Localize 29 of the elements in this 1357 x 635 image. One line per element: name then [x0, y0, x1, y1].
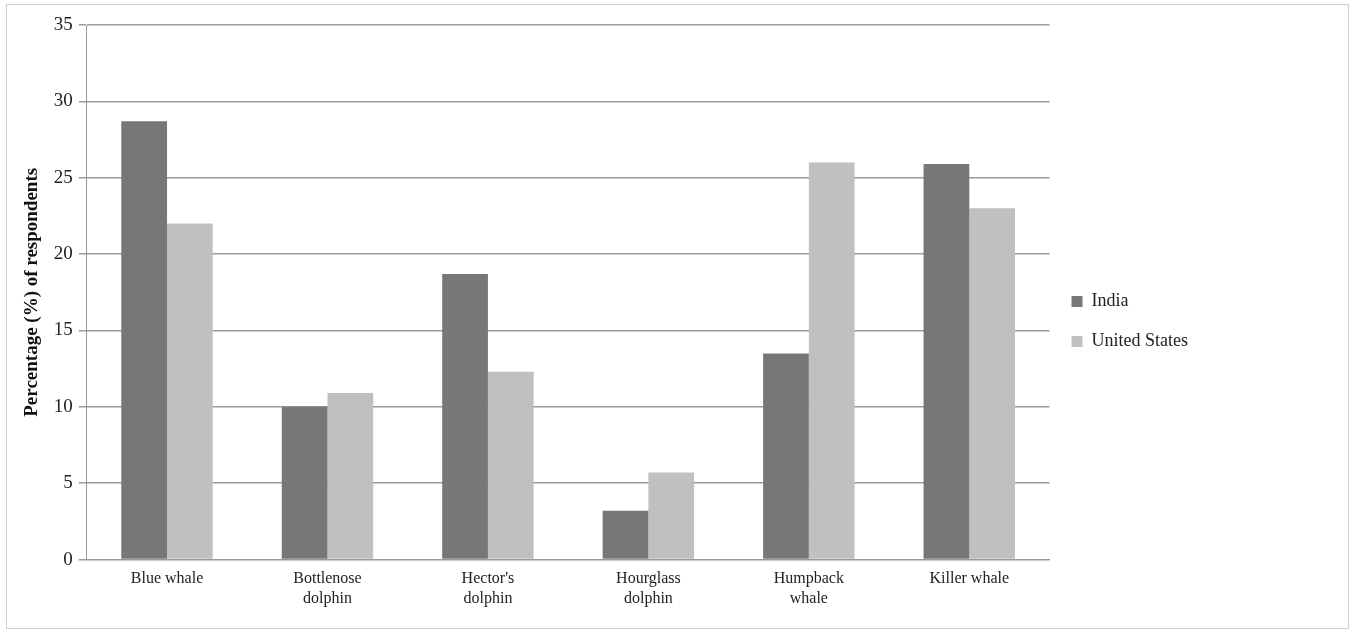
y-tick-label: 20	[53, 242, 73, 264]
legend-label: United States	[1091, 330, 1189, 351]
y-tick-label: 10	[53, 394, 73, 416]
bar	[167, 223, 213, 559]
x-tick-label: Humpback whale	[773, 569, 844, 606]
bar	[327, 393, 374, 559]
y-tick-label: 35	[53, 12, 73, 34]
bar	[763, 353, 809, 559]
y-axis-title: Percentage (%) of respondents	[20, 167, 43, 417]
bar	[442, 273, 488, 559]
bar	[923, 164, 970, 559]
x-tick-label: Hourglass dolphin	[616, 569, 681, 607]
y-tick-label: 5	[63, 471, 73, 493]
bar	[281, 406, 328, 559]
legend-label: India	[1091, 290, 1129, 311]
x-tick-label: Blue whale	[130, 569, 204, 587]
bar	[969, 208, 1016, 559]
x-tick-label: Hector's dolphin	[461, 569, 515, 607]
y-tick-label: 25	[53, 165, 73, 187]
y-tick-label: 30	[53, 89, 73, 111]
bar	[121, 121, 168, 559]
bar	[808, 162, 855, 559]
x-tick-label: Killer whale	[929, 569, 1010, 587]
y-tick-label: 0	[63, 547, 73, 569]
bar	[487, 371, 534, 559]
x-tick-label: Bottlenose dolphin	[293, 569, 362, 607]
bar	[602, 510, 649, 559]
bar	[648, 472, 695, 559]
y-tick-label: 15	[53, 318, 73, 340]
